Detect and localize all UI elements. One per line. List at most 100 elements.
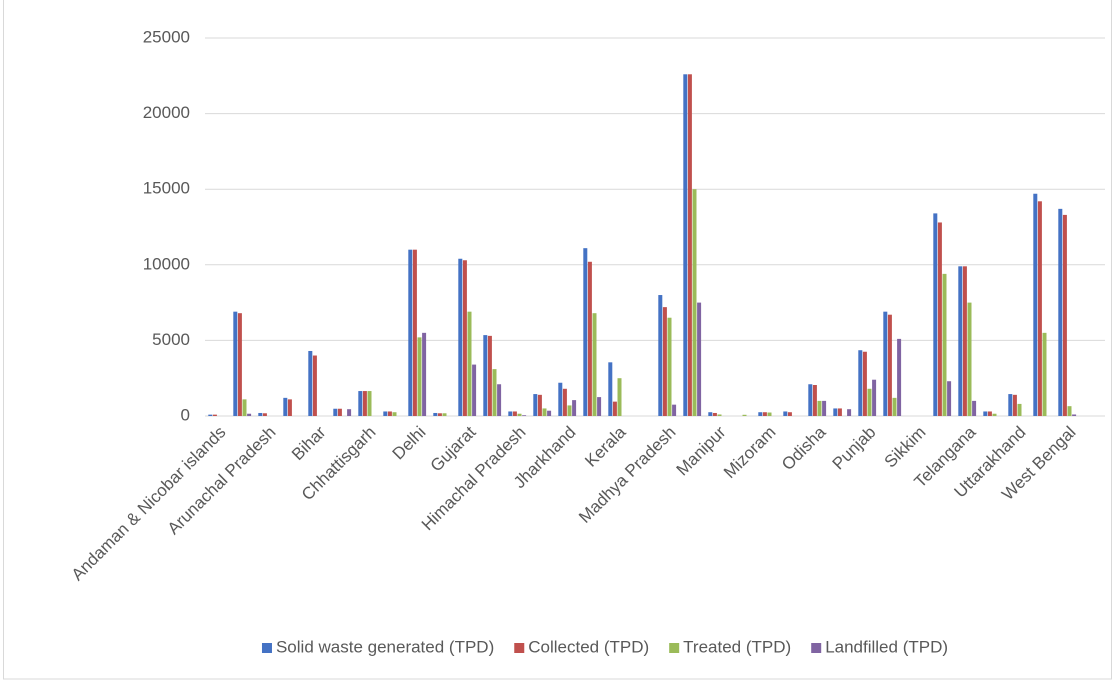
legend-label: Solid waste generated (TPD) [276,637,494,656]
bar [508,411,513,416]
bar [708,412,713,416]
bar [433,412,438,416]
bar [967,302,972,416]
bar [487,335,492,416]
bar [1008,394,1013,416]
bar [1062,214,1067,416]
bar [987,411,992,416]
bar [883,311,888,416]
bar [1042,332,1047,416]
bar [983,411,988,416]
bar [758,412,763,416]
bar [387,411,392,416]
bar [608,362,613,416]
bar [517,413,522,416]
bar [812,385,817,416]
bar [837,408,842,416]
bar [542,408,547,416]
x-tick-label: Odisha [778,422,830,474]
y-tick-label: 10000 [143,254,190,273]
bar [992,413,997,416]
bar [672,404,677,416]
bar [537,394,542,416]
bar [442,413,447,416]
bar [892,397,897,416]
bar [358,391,363,416]
bar [587,261,592,416]
bar [567,405,572,416]
x-tick-label: Bihar [288,422,330,464]
bar [337,408,342,416]
bar [258,412,263,416]
legend-label: Collected (TPD) [528,637,649,656]
bar [662,307,667,416]
bar [833,408,838,416]
bar [817,400,822,416]
bar [467,311,472,416]
x-tick-label: Delhi [389,423,430,464]
legend-swatch [669,643,680,653]
bar [1017,403,1022,416]
bar [458,258,463,416]
bar [497,384,502,416]
bar [383,411,388,416]
y-tick-label: 25000 [143,27,190,46]
bar [683,74,688,417]
bar [872,379,877,416]
x-tick-label: Madhya Pradesh [575,423,679,527]
y-tick-label: 5000 [152,330,190,349]
bar [808,384,813,416]
bar [412,249,417,416]
bar [947,381,952,416]
bar [547,410,552,416]
y-tick-label: 15000 [143,179,190,198]
bar [417,337,422,416]
bar [408,249,413,416]
bar [867,388,872,416]
bar [687,74,692,417]
x-tick-label: Punjab [829,423,880,474]
bar [1033,193,1038,416]
bar [287,399,292,416]
bar [233,311,238,416]
bar [762,412,767,416]
bar [592,313,597,416]
bar [422,332,427,416]
x-tick-label: Kerala [581,422,630,471]
legend-swatch [811,643,822,653]
bar [247,413,252,416]
bar [367,391,372,416]
bar [572,400,577,416]
bar [972,400,977,416]
bar [767,412,772,416]
bar [1037,201,1042,416]
bar [597,397,602,416]
x-tick-label: Mizoram [720,423,780,483]
bar [862,351,867,416]
bar [483,335,488,416]
legend-swatch [514,643,525,653]
bar [208,414,213,416]
bar [392,412,397,416]
bar [742,414,747,416]
bar [822,400,827,416]
bar [887,314,892,416]
bar [308,350,313,416]
bar [942,273,947,416]
bar [242,399,247,416]
bar [472,364,477,416]
bar [617,378,622,416]
bar [312,355,317,416]
bar [1058,208,1063,416]
bar [347,409,352,416]
bar [1067,406,1072,416]
bar [1072,414,1077,416]
bar [697,302,702,416]
bar [897,338,902,416]
bar [958,266,963,416]
bar [858,350,863,416]
bar [962,266,967,416]
bar [787,412,792,416]
bar [933,213,938,416]
